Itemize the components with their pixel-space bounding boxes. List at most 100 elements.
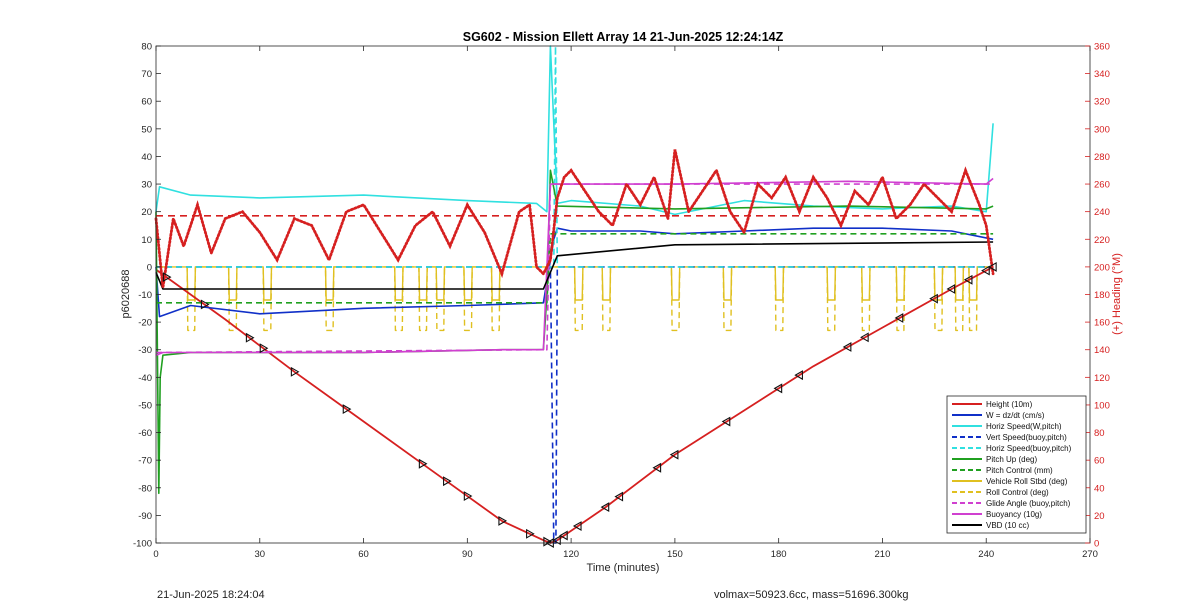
series-glide-angle-buoy-pitch — [155, 183, 994, 354]
height-marker — [526, 528, 535, 539]
height-marker — [946, 284, 956, 294]
legend-entry: Vehicle Roll Stbd (deg) — [986, 477, 1068, 486]
height-marker — [842, 342, 852, 352]
legend-entry: Height (10m) — [986, 400, 1033, 409]
y-tick-label: -20 — [138, 318, 152, 329]
x-tick-label: 270 — [1082, 549, 1098, 560]
y-tick-label: 20 — [141, 207, 152, 218]
y-tick-label: 0 — [147, 262, 152, 273]
y-tick-label: -100 — [133, 539, 152, 550]
y2-tick-label: 260 — [1094, 180, 1110, 191]
legend-entry: Pitch Control (mm) — [986, 466, 1053, 475]
height-marker — [259, 343, 269, 354]
legend-box — [946, 395, 1087, 534]
height-marker — [929, 293, 938, 304]
chart-title: SG602 - Mission Ellett Array 14 21-Jun-2… — [463, 30, 784, 44]
y2-tick-label: 60 — [1094, 456, 1105, 467]
height-marker — [860, 332, 869, 343]
x-tick-label: 60 — [358, 549, 369, 560]
y2-tick-label: 360 — [1094, 42, 1110, 53]
height-marker — [652, 462, 662, 473]
y2-tick-label: 40 — [1094, 483, 1105, 494]
x-tick-label: 0 — [153, 549, 158, 560]
x-tick-label: 150 — [667, 549, 683, 560]
height-marker — [498, 515, 508, 526]
y2-tick-label: 280 — [1094, 152, 1110, 163]
height-marker — [245, 332, 255, 343]
height-marker — [559, 530, 568, 541]
y2-tick-label: 340 — [1094, 69, 1110, 80]
height-marker — [342, 404, 352, 415]
marker-layer — [162, 261, 997, 548]
height-marker — [669, 449, 679, 460]
y-tick-label: 80 — [141, 42, 152, 53]
y-tick-label: -40 — [138, 373, 152, 384]
legend-entry: VBD (10 cc) — [986, 521, 1029, 530]
height-marker — [572, 521, 582, 531]
legend-entry: Buoyancy (10g) — [986, 510, 1042, 519]
heading-layer — [154, 149, 995, 288]
y2-tick-label: 120 — [1094, 373, 1110, 384]
height-marker — [290, 366, 300, 377]
height-marker — [600, 502, 610, 513]
y-tick-label: 50 — [141, 124, 152, 135]
y2-tick-label: 140 — [1094, 345, 1110, 356]
series-horiz-speed-buoy-pitch — [156, 45, 994, 268]
y-tick-label: 60 — [141, 97, 152, 108]
y2-tick-label: 200 — [1094, 262, 1110, 273]
legend: Height (10m) W = dz/dt (cm/s) Horiz Speed(… — [946, 395, 1087, 534]
height-marker — [443, 476, 452, 487]
y2-tick-label: 220 — [1094, 235, 1110, 246]
x-tick-label: 210 — [875, 549, 891, 560]
y2-axis-label: (+) Heading (°M) — [1111, 253, 1123, 335]
y2-tick-label: 240 — [1094, 207, 1110, 218]
y-tick-label: 70 — [141, 69, 152, 80]
height-marker — [981, 265, 990, 276]
y2-tick-label: 20 — [1094, 511, 1105, 522]
footer-timestamp: 21-Jun-2025 18:24:04 — [157, 589, 265, 601]
series-heading — [154, 149, 995, 288]
x-tick-label: 30 — [254, 549, 265, 560]
legend-entry: Roll Control (deg) — [986, 488, 1049, 497]
legend-entry: Horiz Speed(buoy,pitch) — [986, 444, 1072, 453]
y-axis-label: p6020688 — [120, 270, 132, 319]
y2-tick-label: 100 — [1094, 400, 1110, 411]
height-marker — [963, 274, 973, 285]
x-tick-label: 240 — [978, 549, 994, 560]
y2-tick-label: 320 — [1094, 97, 1110, 108]
legend-entry: Vert Speed(buoy,pitch) — [986, 433, 1067, 442]
height-marker — [988, 261, 997, 272]
y-tick-label: -60 — [138, 428, 152, 439]
height-marker — [614, 491, 624, 502]
y2-tick-label: 0 — [1094, 539, 1099, 550]
y-tick-label: -70 — [138, 456, 152, 467]
x-tick-label: 90 — [462, 549, 473, 560]
y-tick-label: -90 — [138, 511, 152, 522]
axis-layer: 0 30 60 90 120 150 180 210 240 270-100-90-80-70-6… — [133, 42, 1110, 561]
series-vbd-10-cc — [155, 241, 994, 290]
y-tick-label: -80 — [138, 483, 152, 494]
y2-tick-label: 160 — [1094, 318, 1110, 329]
height-marker — [552, 535, 561, 546]
y2-tick-label: 180 — [1094, 290, 1110, 301]
x-axis-label: Time (minutes) — [587, 562, 660, 574]
height-marker — [418, 458, 428, 469]
x-tick-label: 120 — [563, 549, 579, 560]
y2-tick-label: 300 — [1094, 124, 1110, 135]
height-marker — [200, 299, 210, 310]
height-marker — [463, 491, 473, 502]
series-buoyancy-10g — [155, 177, 994, 356]
legend-entry: Horiz Speed(W,pitch) — [986, 422, 1062, 431]
height-marker — [773, 383, 783, 394]
height-marker — [162, 272, 172, 283]
y-tick-label: 30 — [141, 180, 152, 191]
y-tick-label: -10 — [138, 290, 152, 301]
legend-entry: W = dz/dt (cm/s) — [986, 411, 1045, 420]
y2-tick-label: 80 — [1094, 428, 1105, 439]
height-marker — [894, 313, 904, 323]
legend-entry: Glide Angle (buoy,pitch) — [986, 499, 1071, 508]
x-tick-label: 180 — [771, 549, 787, 560]
legend-entry: Pitch Up (deg) — [986, 455, 1037, 464]
y-tick-label: 40 — [141, 152, 152, 163]
